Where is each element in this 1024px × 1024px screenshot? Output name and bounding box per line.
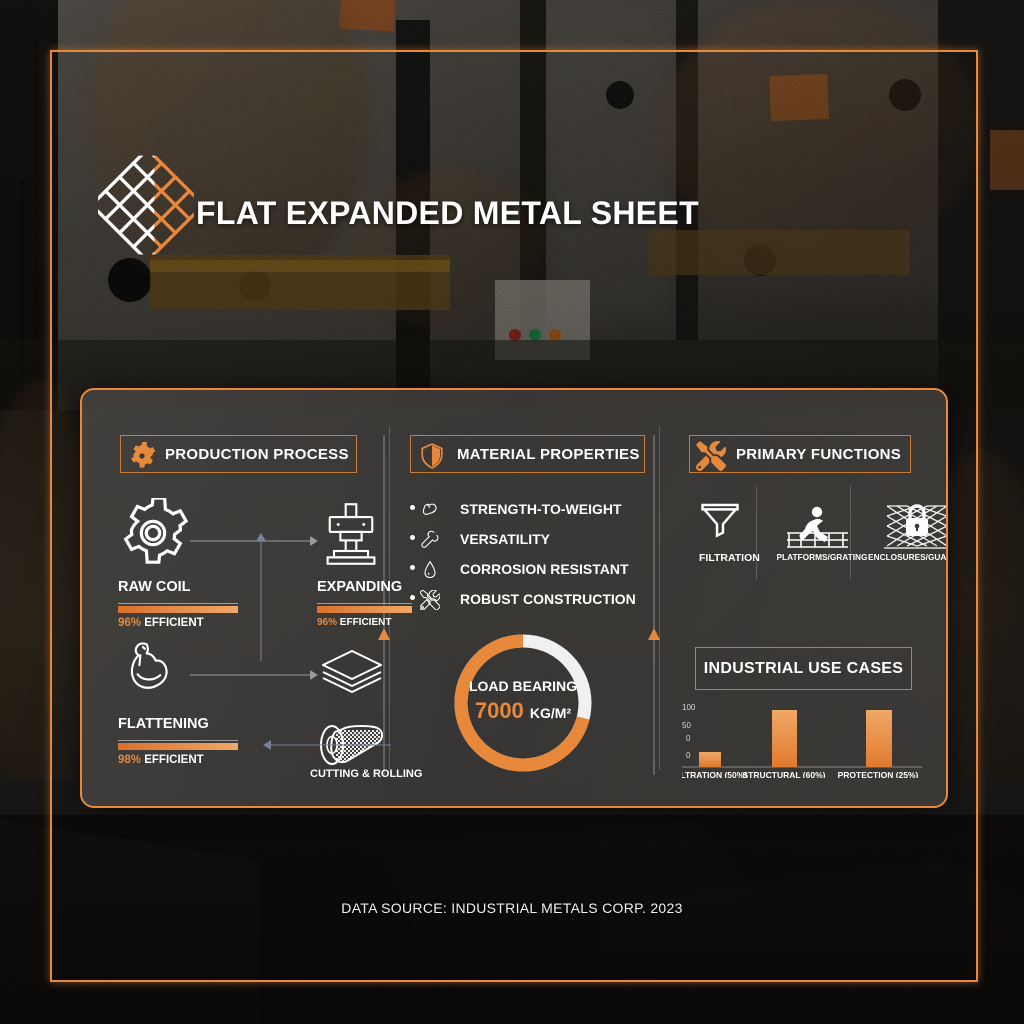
svg-text:0: 0 [686, 751, 691, 760]
svg-text:STRUCTURAL (60%): STRUCTURAL (60%) [743, 770, 826, 778]
svg-text:0: 0 [686, 734, 691, 743]
svg-text:50: 50 [682, 721, 691, 730]
svg-text:100: 100 [682, 703, 696, 712]
svg-text:FILTRATION (50%): FILTRATION (50%) [682, 770, 747, 778]
svg-text:PROTECTION (25%): PROTECTION (25%) [838, 770, 919, 778]
